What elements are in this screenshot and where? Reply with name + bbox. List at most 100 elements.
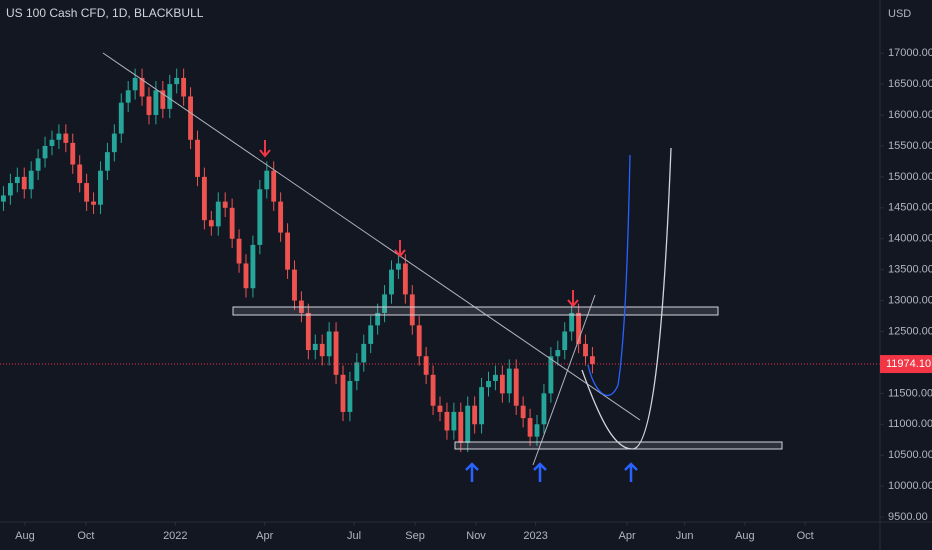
y-tick-label: 14500.00 <box>888 202 932 214</box>
candle-body <box>354 362 360 381</box>
currency-label: USD <box>888 8 911 20</box>
x-tick-label: Apr <box>256 530 273 542</box>
candle-body <box>506 368 512 394</box>
candle-body <box>98 170 103 205</box>
candle-body <box>326 331 332 357</box>
last-price-box <box>880 355 932 374</box>
candle-body <box>7 183 13 196</box>
candle-body <box>195 139 200 177</box>
candle-body <box>77 164 83 184</box>
candle-body <box>562 331 568 351</box>
candle-body <box>132 77 138 91</box>
x-tick-label: Aug <box>735 530 755 542</box>
candle-body <box>118 102 124 134</box>
candle-body <box>104 152 110 171</box>
y-tick-label: 13500.00 <box>888 264 932 276</box>
down-arrows <box>259 140 579 308</box>
candle-body <box>312 343 318 351</box>
candle-body <box>465 405 471 443</box>
projection-curve <box>587 154 631 397</box>
x-tick-label: Nov <box>466 530 486 542</box>
candle-body <box>590 356 595 365</box>
candle-body <box>160 90 166 109</box>
x-tick-label: Oct <box>797 530 814 542</box>
candle-body <box>257 189 263 245</box>
candle-body <box>201 176 207 221</box>
candle-body <box>499 374 505 394</box>
y-tick-label: 10500.00 <box>888 449 932 461</box>
x-tick-label: 2022 <box>163 530 187 542</box>
candle-body <box>49 139 55 146</box>
resistance-zone <box>232 306 719 316</box>
candle-body <box>14 176 20 184</box>
candle-body <box>42 145 48 159</box>
candle-body <box>430 374 436 406</box>
chart-title: US 100 Cash CFD, 1D, BLACKBULL <box>6 6 204 20</box>
candle-body <box>319 343 325 357</box>
candle-body <box>111 133 117 153</box>
y-tick-label: 15000.00 <box>888 171 932 183</box>
candle-body <box>382 294 387 313</box>
candle-body <box>271 170 277 202</box>
candle-body <box>402 263 408 295</box>
candle-body <box>583 343 588 357</box>
candle-body <box>555 350 561 357</box>
up-arrows <box>465 462 638 482</box>
candle-body <box>479 387 484 425</box>
candle-body <box>56 133 62 140</box>
candle-body <box>305 312 311 351</box>
last-price-label: 11974.10 <box>886 358 931 370</box>
candle-body <box>250 244 256 289</box>
candle-body <box>541 393 547 425</box>
candle-body <box>347 380 353 412</box>
candle-body <box>63 133 69 143</box>
candle-body <box>146 96 152 116</box>
y-tick-label: 15500.00 <box>888 140 932 152</box>
candle-body <box>278 201 284 233</box>
candle-body <box>493 374 498 381</box>
candle-body <box>139 77 145 97</box>
up-arrow <box>465 462 479 482</box>
candle-body <box>340 374 346 412</box>
candle-body <box>1 195 6 202</box>
candle-body <box>389 269 394 295</box>
x-tick-label: Aug <box>15 530 35 542</box>
y-tick-label: 9500.00 <box>888 511 928 523</box>
candle-body <box>208 220 214 227</box>
candle-body <box>70 142 76 165</box>
x-tick-label: Apr <box>619 530 636 542</box>
y-tick-label: 13000.00 <box>888 294 932 306</box>
candle-body <box>285 232 290 270</box>
y-tick-label: 11500.00 <box>888 387 932 399</box>
candle-body <box>423 356 429 375</box>
y-tick-label: 11000.00 <box>888 418 932 430</box>
trend-line <box>102 52 641 421</box>
x-tick-label: Jul <box>347 530 361 542</box>
y-tick-label: 16000.00 <box>888 109 932 121</box>
down-arrow <box>394 240 406 258</box>
candle-body <box>437 405 443 412</box>
candle-body <box>569 312 575 332</box>
x-tick-label: Oct <box>77 530 94 542</box>
y-tick-label: 16500.00 <box>888 78 932 90</box>
candle-body <box>576 312 582 344</box>
candle-body <box>486 380 491 388</box>
candle-body <box>91 201 96 205</box>
x-tick-label: 2023 <box>523 530 547 542</box>
candle-body <box>375 312 381 326</box>
candle-body <box>451 411 457 431</box>
trend-line <box>532 294 596 466</box>
candle-body <box>458 411 464 443</box>
candle-body <box>333 331 339 375</box>
candle-body <box>84 183 90 202</box>
candle-body <box>409 294 415 326</box>
down-arrow <box>567 290 579 308</box>
candle-body <box>21 176 27 190</box>
plot <box>0 68 880 453</box>
candle-body <box>243 263 249 289</box>
candle-body <box>236 238 242 264</box>
drawings <box>102 52 783 482</box>
x-tick-label: Jun <box>676 530 694 542</box>
candle-body <box>153 90 159 116</box>
